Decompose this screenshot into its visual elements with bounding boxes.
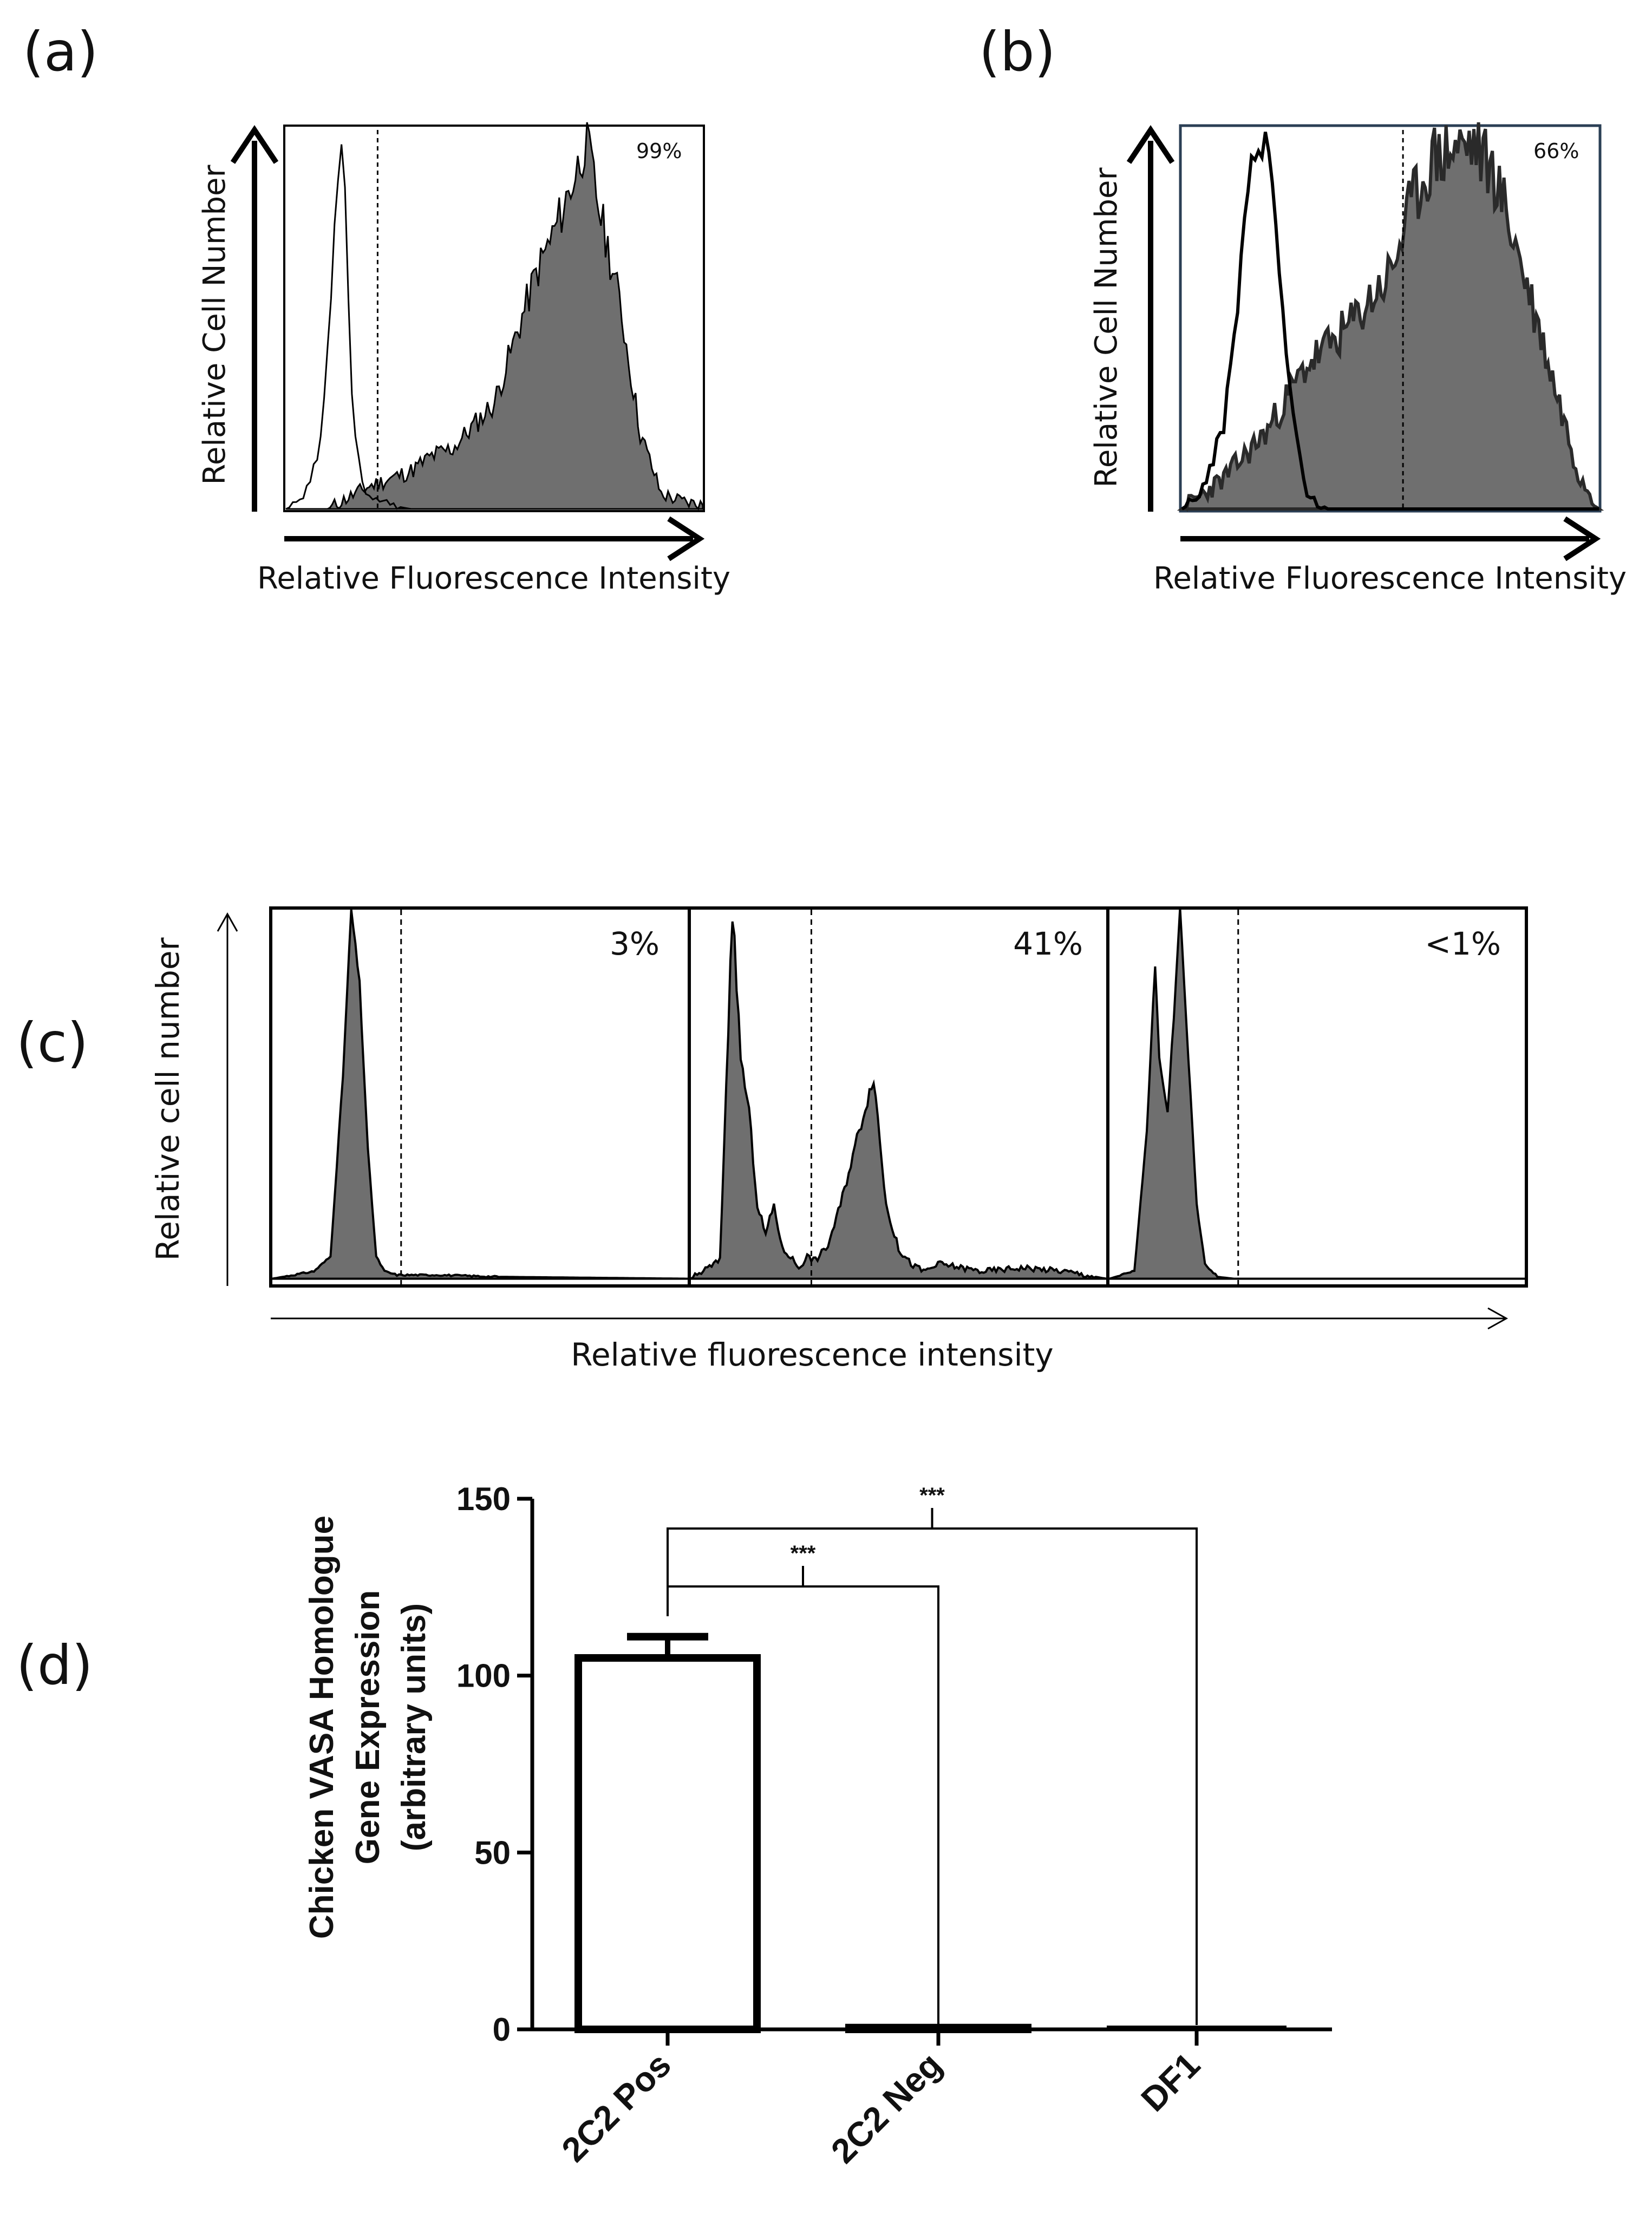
panel-c-x-title: Relative fluorescence intensity [571,1336,1053,1373]
panel-d-label: (d) [16,1634,93,1697]
panel-c-label: (c) [16,1011,88,1074]
panel-b: (b) 66% Relative Cell Number Relative Fl… [979,20,1627,596]
panel-d-y-title-line-1: Chicken VASA Homologue [303,1516,341,1939]
panel-d: (d) 0 50 100 150 2C2 Pos 2C2 Neg DF1 *** *** Chi… [16,1481,1332,2171]
panel-c-x-arrowhead [1487,1307,1509,1330]
panel-c-y-arrowhead [217,912,238,932]
panel-b-y-arrowhead [1126,125,1175,164]
control-histogram [1181,132,1599,511]
bar-2c2-neg [845,2023,1031,2034]
panel-c-y-title: Relative cell number [149,937,186,1261]
panel-a-x-title: Relative Fluorescence Intensity [257,561,730,596]
panel-a-y-arrowhead [230,125,279,164]
y-tick-label: 50 [474,1834,511,1871]
y-tick-label: 150 [456,1481,511,1517]
panel-a: (a) 99% Relative Cell Number Relative Fl… [23,20,730,596]
control-histogram [285,144,703,510]
panel-c-percent-1: 3% [610,925,660,962]
panel-d-y-title-line-2: Gene Expression [349,1590,387,1865]
significance-label: *** [791,1542,816,1565]
panel-c: (c) 3% 41% <1% Relative cell number Rela… [16,906,1528,1373]
x-tick-label: 2C2 Neg [824,2045,949,2171]
histogram-3 [1108,907,1526,1280]
panel-a-y-title: Relative Cell Number [197,164,232,485]
panel-b-y-title: Relative Cell Number [1089,167,1124,487]
bar-2c2-pos [574,1654,761,2033]
significance-label: *** [919,1484,945,1507]
panel-a-label: (a) [23,20,98,83]
y-tick-label: 0 [493,2011,511,2048]
panel-a-histograms [285,122,704,511]
x-tick-label: 2C2 Pos [554,2045,678,2170]
panel-b-percent: 66% [1533,139,1579,163]
panel-a-percent: 99% [636,139,682,163]
stained-histogram [286,122,704,511]
histogram-2 [690,921,1107,1280]
panel-d-y-title-line-3: (arbitrary units) [395,1603,433,1851]
panel-c-box-3 [1106,906,1528,1288]
panel-b-frame [1179,124,1602,513]
bar-df1 [1107,2026,1287,2030]
panel-d-bar-chart: 0 50 100 150 2C2 Pos 2C2 Neg DF1 *** *** [456,1481,1332,2171]
x-tick-label: DF1 [1133,2045,1207,2119]
panel-a-frame [283,125,705,512]
y-tick-label: 100 [456,1658,511,1694]
panel-c-histograms [271,907,1526,1284]
panel-b-label: (b) [979,20,1056,83]
panel-b-histograms [1177,122,1604,512]
panel-a-x-arrowhead [667,516,705,561]
panel-c-percent-2: 41% [1013,925,1083,962]
panel-c-percent-3: <1% [1425,925,1501,962]
panel-b-x-arrowhead [1563,516,1601,561]
panel-b-x-title: Relative Fluorescence Intensity [1153,561,1627,596]
stained-histogram [1177,122,1604,512]
histogram-1 [271,909,689,1280]
